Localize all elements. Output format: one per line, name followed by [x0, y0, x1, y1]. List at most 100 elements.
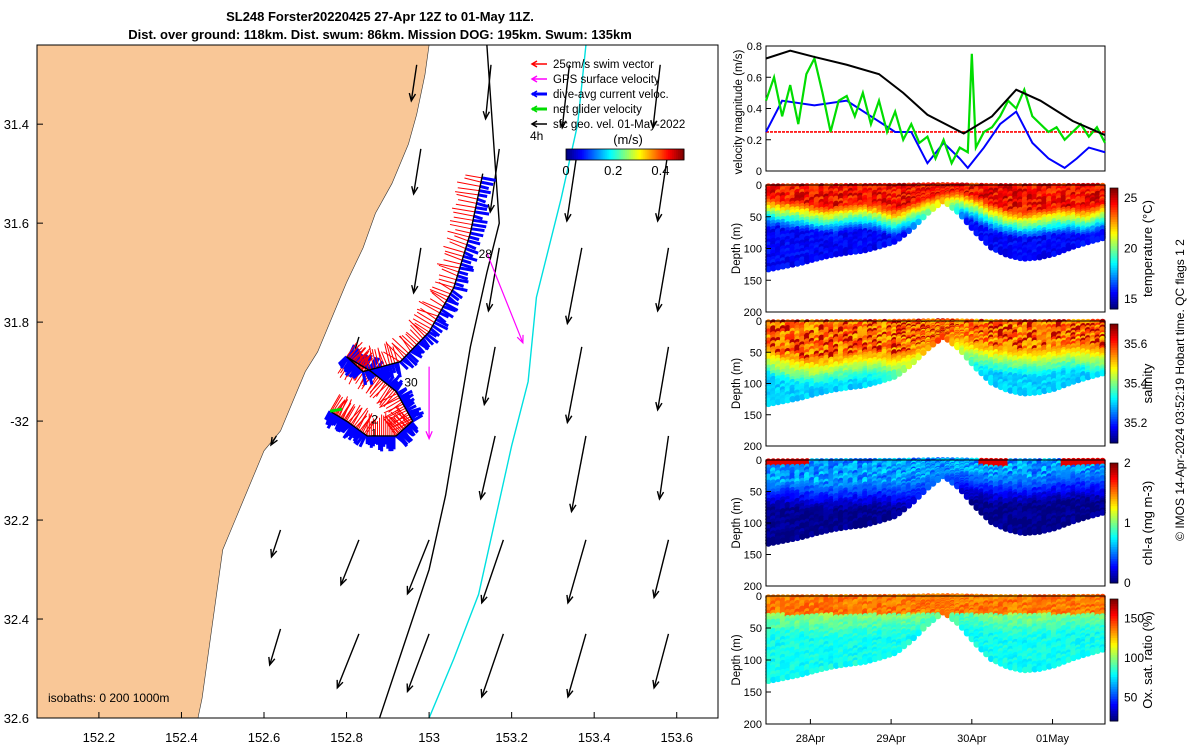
- surface-velocity-arrow: [569, 435, 587, 514]
- dive-avg-current-vector: [475, 206, 488, 211]
- map-colorbar-cell: [603, 149, 606, 160]
- legend-label: net glider velocity: [553, 104, 642, 116]
- section-data-point: [910, 223, 917, 230]
- map-colorbar-cell: [591, 149, 595, 160]
- swim-vector: [374, 349, 380, 368]
- surface-velocity-arrow: [559, 64, 571, 130]
- map-y-tick-label: 31.8: [4, 315, 29, 330]
- swim-vector: [414, 322, 430, 333]
- swim-vector: [453, 216, 474, 221]
- dive-avg-current-vector: [470, 231, 484, 238]
- surface-velocity-arrow: [406, 633, 430, 694]
- map-x-tick-label: 152.8: [330, 730, 363, 745]
- swim-vector: [464, 177, 482, 183]
- section-data-point: [799, 259, 806, 266]
- section-y-tick-label: 200: [744, 441, 762, 453]
- swim-vector: [385, 341, 393, 364]
- dive-avg-current-vector: [407, 407, 422, 415]
- dive-avg-current-vector: [423, 335, 435, 346]
- section-y-tick-label: 100: [744, 244, 762, 256]
- dive-avg-current-vector: [406, 404, 417, 412]
- map-colorbar-cell: [605, 149, 608, 160]
- swim-vector: [412, 322, 428, 335]
- section-y-tick-label: 150: [744, 275, 762, 287]
- swim-vector: [392, 343, 407, 356]
- dive-avg-current-vector: [419, 339, 429, 351]
- velocity-y-tick-label: 0.4: [747, 104, 762, 116]
- dive-avg-current-vector: [454, 282, 465, 288]
- swim-vector: [443, 259, 462, 265]
- map-colorbar-cell: [678, 149, 681, 160]
- swim-vector: [365, 355, 372, 370]
- swim-vector: [369, 378, 381, 394]
- swim-vector: [416, 308, 439, 317]
- dive-avg-current-vector: [398, 389, 413, 400]
- dive-avg-current-vector: [337, 355, 348, 366]
- map-x-tick-label: 153.6: [660, 730, 693, 745]
- dive-avg-current-vector: [348, 349, 359, 360]
- section-colorbar-tick-label: 15: [1124, 292, 1138, 306]
- dive-avg-current-vector: [347, 426, 357, 438]
- dive-avg-current-vector: [348, 366, 360, 378]
- section-data-point: [876, 242, 884, 250]
- surface-velocity-arrow: [336, 633, 360, 690]
- swim-vector: [438, 278, 456, 285]
- map-colorbar-cell: [634, 149, 638, 160]
- map-colorbar-cell: [607, 149, 610, 160]
- velocity-series-line: [765, 49, 1106, 136]
- surface-velocity-arrow: [655, 346, 670, 412]
- swim-vector: [422, 301, 442, 311]
- surface-velocity-arrow: [566, 633, 587, 699]
- map-colorbar-label: (m/s): [613, 132, 643, 147]
- map-colorbar-cell: [599, 149, 602, 160]
- map-colorbar-cell: [589, 149, 593, 160]
- map-colorbar-tick-label: 0: [562, 163, 569, 178]
- isobath-1000m: [428, 45, 587, 718]
- surface-velocity-arrow: [480, 539, 505, 605]
- dive-avg-current-vector: [480, 180, 494, 187]
- map-colorbar-cell: [625, 149, 628, 160]
- dive-avg-current-vector: [338, 357, 350, 367]
- swim-vector: [413, 314, 433, 327]
- dive-avg-current-vector: [415, 343, 426, 355]
- swim-vector: [336, 399, 346, 416]
- dive-avg-current-vector: [406, 424, 416, 437]
- surface-velocity-arrow: [411, 148, 422, 196]
- swim-vector: [392, 337, 409, 354]
- section-colorbar-label: temperature (°C): [1140, 200, 1155, 297]
- dive-avg-current-vector: [385, 364, 391, 376]
- dive-avg-current-vector: [479, 184, 490, 190]
- swim-vector: [418, 300, 440, 314]
- swim-vector: [384, 405, 405, 419]
- map-colorbar-tick-label: 0.2: [604, 163, 622, 178]
- map-x-tick-label: 152.4: [165, 730, 198, 745]
- section-colorbar-tick-label: 20: [1124, 242, 1138, 256]
- swim-vector: [410, 324, 424, 339]
- map-colorbar-cell: [636, 149, 640, 160]
- dive-avg-current-vector: [473, 214, 483, 221]
- swim-vector: [465, 174, 482, 179]
- map-colorbar-cell: [593, 149, 596, 160]
- map-colorbar-frame: [565, 148, 685, 161]
- swim-vector: [383, 351, 401, 363]
- dive-avg-current-vector: [453, 286, 468, 293]
- surface-velocity-arrow: [485, 247, 500, 313]
- map-y-tick-label: 32.2: [4, 513, 29, 528]
- map-colorbar-cell: [566, 149, 569, 160]
- map-colorbar-cell: [646, 149, 650, 160]
- track-day-label: 30: [404, 375, 418, 389]
- dive-avg-current-vector: [409, 411, 424, 419]
- swim-vector: [435, 281, 454, 288]
- net-glider-velocity: [329, 407, 343, 413]
- dive-avg-current-vector: [467, 239, 481, 246]
- swim-vector: [408, 319, 426, 337]
- section-data-point: [774, 264, 782, 271]
- section-data-point: [910, 358, 917, 366]
- legend-label: sfc geo. vel. 01-May-2022: [553, 119, 685, 131]
- map-colorbar-cell: [615, 149, 618, 160]
- swim-vector: [446, 237, 467, 246]
- swim-vector: [386, 418, 402, 433]
- legend-swatch-head: [530, 90, 538, 98]
- map-colorbar-tick-label: 0.4: [651, 163, 669, 178]
